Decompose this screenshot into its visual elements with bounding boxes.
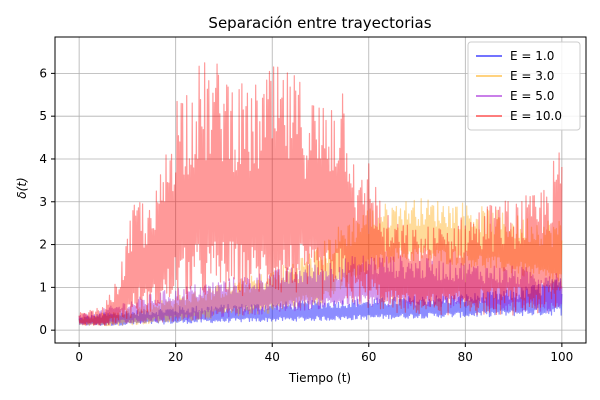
x-axis-label: Tiempo (t) <box>288 371 351 385</box>
x-tick-label: 20 <box>168 350 183 364</box>
x-tick-label: 100 <box>550 350 573 364</box>
legend: E = 1.0 E = 3.0 E = 5.0 E = 10.0 <box>467 41 581 131</box>
x-tick-label: 80 <box>458 350 473 364</box>
legend-label: E = 1.0 <box>510 49 554 63</box>
series-line-e-10-0 <box>78 62 563 326</box>
series-line-e-3-0 <box>78 198 563 327</box>
y-tick-label: 3 <box>39 195 47 209</box>
x-tick-label: 0 <box>75 350 83 364</box>
plot-frame <box>54 36 587 344</box>
legend-label: E = 3.0 <box>510 69 554 83</box>
legend-label: E = 5.0 <box>510 89 554 103</box>
y-tick-label: 6 <box>39 66 47 80</box>
ticks: 0 20 40 60 80 100 0 1 2 3 4 5 6 <box>39 66 573 364</box>
y-tick-label: 1 <box>39 280 47 294</box>
y-tick-label: 0 <box>39 323 47 337</box>
series-line-e-1-0 <box>78 278 563 326</box>
chart-title: Separación entre trayectorias <box>208 14 431 32</box>
y-tick-label: 4 <box>39 152 47 166</box>
x-tick-label: 60 <box>361 350 376 364</box>
y-axis-label: δ(t) <box>15 177 29 198</box>
legend-box <box>467 41 581 131</box>
x-tick-label: 40 <box>265 350 280 364</box>
series-line-e-5-0 <box>78 255 563 326</box>
y-tick-label: 2 <box>39 238 47 252</box>
series-layer <box>78 62 563 327</box>
legend-label: E = 10.0 <box>510 109 562 123</box>
y-tick-label: 5 <box>39 109 47 123</box>
